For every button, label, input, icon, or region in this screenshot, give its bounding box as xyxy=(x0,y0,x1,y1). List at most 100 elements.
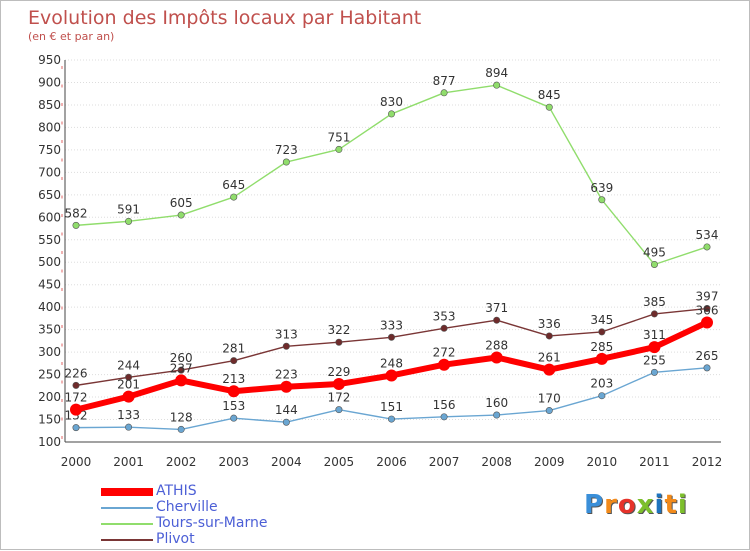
data-label-plivot: 226 xyxy=(65,366,88,380)
data-label-athis: 288 xyxy=(485,339,508,353)
legend-swatch-plivot xyxy=(101,539,153,541)
data-point-plivot xyxy=(545,332,553,340)
data-label-tours-sur-marne: 830 xyxy=(380,95,403,109)
data-label-cherville: 170 xyxy=(538,392,561,406)
x-tick-label: 2006 xyxy=(376,455,407,469)
data-point-plivot xyxy=(230,357,238,365)
x-tick-label: 2012 xyxy=(692,455,723,469)
data-label-plivot: 260 xyxy=(170,351,193,365)
data-point-athis xyxy=(122,390,135,403)
legend-swatch-cherville xyxy=(101,507,153,509)
data-label-cherville: 255 xyxy=(643,353,666,367)
y-tick-label: 100 xyxy=(38,435,61,449)
data-label-tours-sur-marne: 495 xyxy=(643,245,666,259)
data-point-cherville xyxy=(282,418,290,426)
y-tick-label: 450 xyxy=(38,278,61,292)
x-tick-label: 2003 xyxy=(218,455,249,469)
data-point-tours-sur-marne xyxy=(440,89,448,97)
logo-letter: x xyxy=(636,490,655,520)
data-point-athis xyxy=(70,403,82,416)
data-point-athis xyxy=(332,378,345,391)
data-point-tours-sur-marne xyxy=(387,110,395,118)
data-point-athis xyxy=(701,316,713,329)
data-point-tours-sur-marne xyxy=(335,145,343,153)
x-tick-label: 2010 xyxy=(587,455,618,469)
legend-label-tours-sur-marne: Tours-sur-Marne xyxy=(156,515,268,531)
data-point-tours-sur-marne xyxy=(598,196,606,204)
logo-letter: i xyxy=(654,490,665,520)
data-point-athis xyxy=(280,380,293,393)
data-point-cherville xyxy=(440,413,448,421)
logo-letter: t xyxy=(664,490,678,520)
chart-subtitle: (en € et par an) xyxy=(28,30,115,43)
data-point-tours-sur-marne xyxy=(125,217,133,225)
y-tick-label: 300 xyxy=(38,345,61,359)
data-point-cherville xyxy=(335,406,343,414)
x-tick-label: 2005 xyxy=(324,455,355,469)
data-label-plivot: 333 xyxy=(380,318,403,332)
data-point-athis xyxy=(595,352,608,365)
y-tick-label: 150 xyxy=(38,413,61,427)
data-point-plivot xyxy=(703,305,711,313)
data-label-athis: 285 xyxy=(590,340,613,354)
y-tick-label: 400 xyxy=(38,300,61,314)
data-label-plivot: 281 xyxy=(222,342,245,356)
y-tick-label: 550 xyxy=(38,233,61,247)
data-label-plivot: 385 xyxy=(643,295,666,309)
data-label-cherville: 160 xyxy=(485,396,508,410)
chart-title: Evolution des Impôts locaux par Habitant xyxy=(28,7,422,29)
data-point-cherville xyxy=(545,407,553,415)
data-label-cherville: 265 xyxy=(696,349,719,363)
legend-label-plivot: Plivot xyxy=(156,531,195,547)
data-label-tours-sur-marne: 639 xyxy=(590,181,613,195)
data-point-cherville xyxy=(177,425,185,433)
data-point-plivot xyxy=(72,381,80,389)
data-label-athis: 311 xyxy=(643,328,666,342)
proxiti-logo: Proxiti xyxy=(584,490,688,520)
data-label-athis: 201 xyxy=(117,378,140,392)
y-tick-label: 250 xyxy=(38,368,61,382)
y-tick-label: 600 xyxy=(38,210,61,224)
legend-swatch-tours-sur-marne xyxy=(101,523,153,525)
data-point-tours-sur-marne xyxy=(72,221,80,229)
legend-item-plivot: Plivot xyxy=(101,531,321,549)
legend-item-athis: ATHIS xyxy=(101,483,321,501)
data-label-athis: 223 xyxy=(275,368,298,382)
data-point-plivot xyxy=(493,316,501,324)
data-label-tours-sur-marne: 645 xyxy=(222,178,245,192)
logo-letter: P xyxy=(584,490,605,520)
data-point-cherville xyxy=(650,368,658,376)
data-label-cherville: 156 xyxy=(433,398,456,412)
data-label-plivot: 336 xyxy=(538,317,561,331)
data-point-athis xyxy=(543,363,556,376)
y-tick-label: 700 xyxy=(38,165,61,179)
data-point-cherville xyxy=(598,392,606,400)
legend-item-cherville: Cherville xyxy=(101,499,321,517)
data-point-plivot xyxy=(282,342,290,350)
data-label-cherville: 172 xyxy=(327,391,350,405)
data-label-cherville: 144 xyxy=(275,403,298,417)
data-label-tours-sur-marne: 877 xyxy=(433,74,456,88)
y-tick-label: 200 xyxy=(38,390,61,404)
y-tick-label: 800 xyxy=(38,120,61,134)
y-tick-label: 750 xyxy=(38,143,61,157)
data-point-plivot xyxy=(598,328,606,336)
y-tick-label: 650 xyxy=(38,188,61,202)
data-point-athis xyxy=(648,341,661,354)
data-label-athis: 213 xyxy=(222,372,245,386)
legend-label-cherville: Cherville xyxy=(156,499,218,515)
data-label-cherville: 128 xyxy=(170,410,193,424)
data-label-athis: 366 xyxy=(696,303,719,317)
data-point-plivot xyxy=(440,324,448,332)
x-tick-label: 2008 xyxy=(481,455,512,469)
data-label-tours-sur-marne: 751 xyxy=(327,130,350,144)
data-label-tours-sur-marne: 723 xyxy=(275,143,298,157)
y-tick-label: 350 xyxy=(38,323,61,337)
series-athis: 172 201 237 213 223 229 248 272 288 261 285 311 366 xyxy=(65,303,719,416)
data-point-tours-sur-marne xyxy=(545,103,553,111)
x-tick-label: 2002 xyxy=(166,455,197,469)
logo-letter: r xyxy=(604,490,618,520)
data-label-tours-sur-marne: 894 xyxy=(485,66,508,80)
